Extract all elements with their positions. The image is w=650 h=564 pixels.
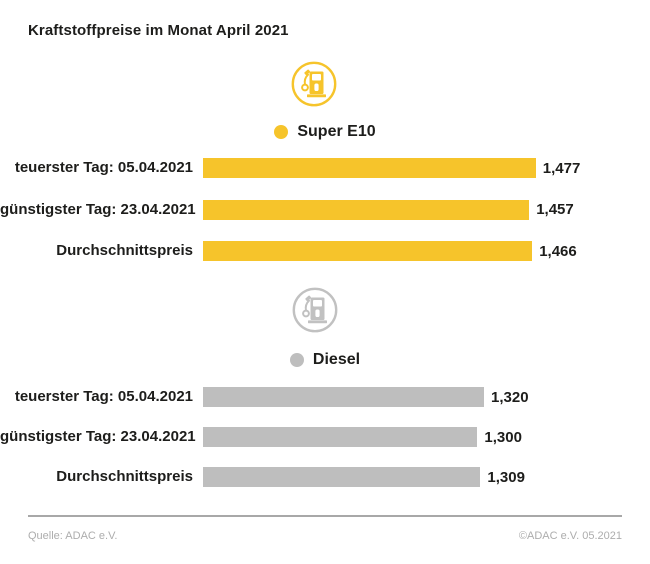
bar-row-diesel-guenstigster-tag: günstigster Tag: 23.04.2021 1,300 [0,427,650,447]
bar-row-super-teuerster-tag: teuerster Tag: 05.04.2021 1,477 [0,158,650,178]
bar-value-label: 1,309 [487,468,525,486]
bar-row-diesel-durchschnittspreis: Durchschnittspreis 1,309 [0,467,650,487]
super-e10-bar [203,158,536,178]
legend-dot-diesel [289,353,304,367]
bar-row-super-guenstigster-tag: günstigster Tag: 23.04.2021 1,457 [0,199,650,220]
legend-label-super-e10: Super E10 [297,123,376,140]
super-e10-bar [203,241,533,261]
legend-dot-super-e10 [274,125,289,139]
bar-value-label: 1,477 [542,159,581,177]
bar-category-label: teuerster Tag: 05.04.2021 [14,159,193,176]
legend-super-e10: Super E10 [0,123,650,141]
super-e10-bar [203,199,530,220]
bar-category-label: Durchschnittspreis [56,468,193,485]
bar-category-label: Durchschnittspreis [56,242,193,259]
bar-value-label: 1,320 [491,388,529,406]
footer-divider [28,515,622,517]
diesel-bar [203,387,484,407]
fuel-pump-icon [291,61,337,107]
bar-category-label: günstigster Tag: 23.04.2021 [0,200,196,218]
bar-category-label: teuerster Tag: 05.04.2021 [14,388,193,405]
legend-label-diesel: Diesel [312,351,361,368]
diesel-bar [203,467,481,487]
copyright-note: ©ADAC e.V. 05.2021 [518,530,622,542]
legend-diesel: Diesel [0,351,650,369]
bar-row-super-durchschnittspreis: Durchschnittspreis 1,466 [0,241,650,261]
diesel-bar [203,427,478,447]
bar-value-label: 1,300 [484,428,522,446]
source-note: Quelle: ADAC e.V. [28,530,118,542]
bar-category-label: günstigster Tag: 23.04.2021 [0,428,196,445]
bar-value-label: 1,466 [539,242,577,260]
fuel-pump-icon [292,287,338,333]
bar-row-diesel-teuerster-tag: teuerster Tag: 05.04.2021 1,320 [0,387,650,407]
chart-title: Kraftstoffpreise im Monat April 2021 [28,22,289,39]
bar-value-label: 1,457 [536,201,574,218]
